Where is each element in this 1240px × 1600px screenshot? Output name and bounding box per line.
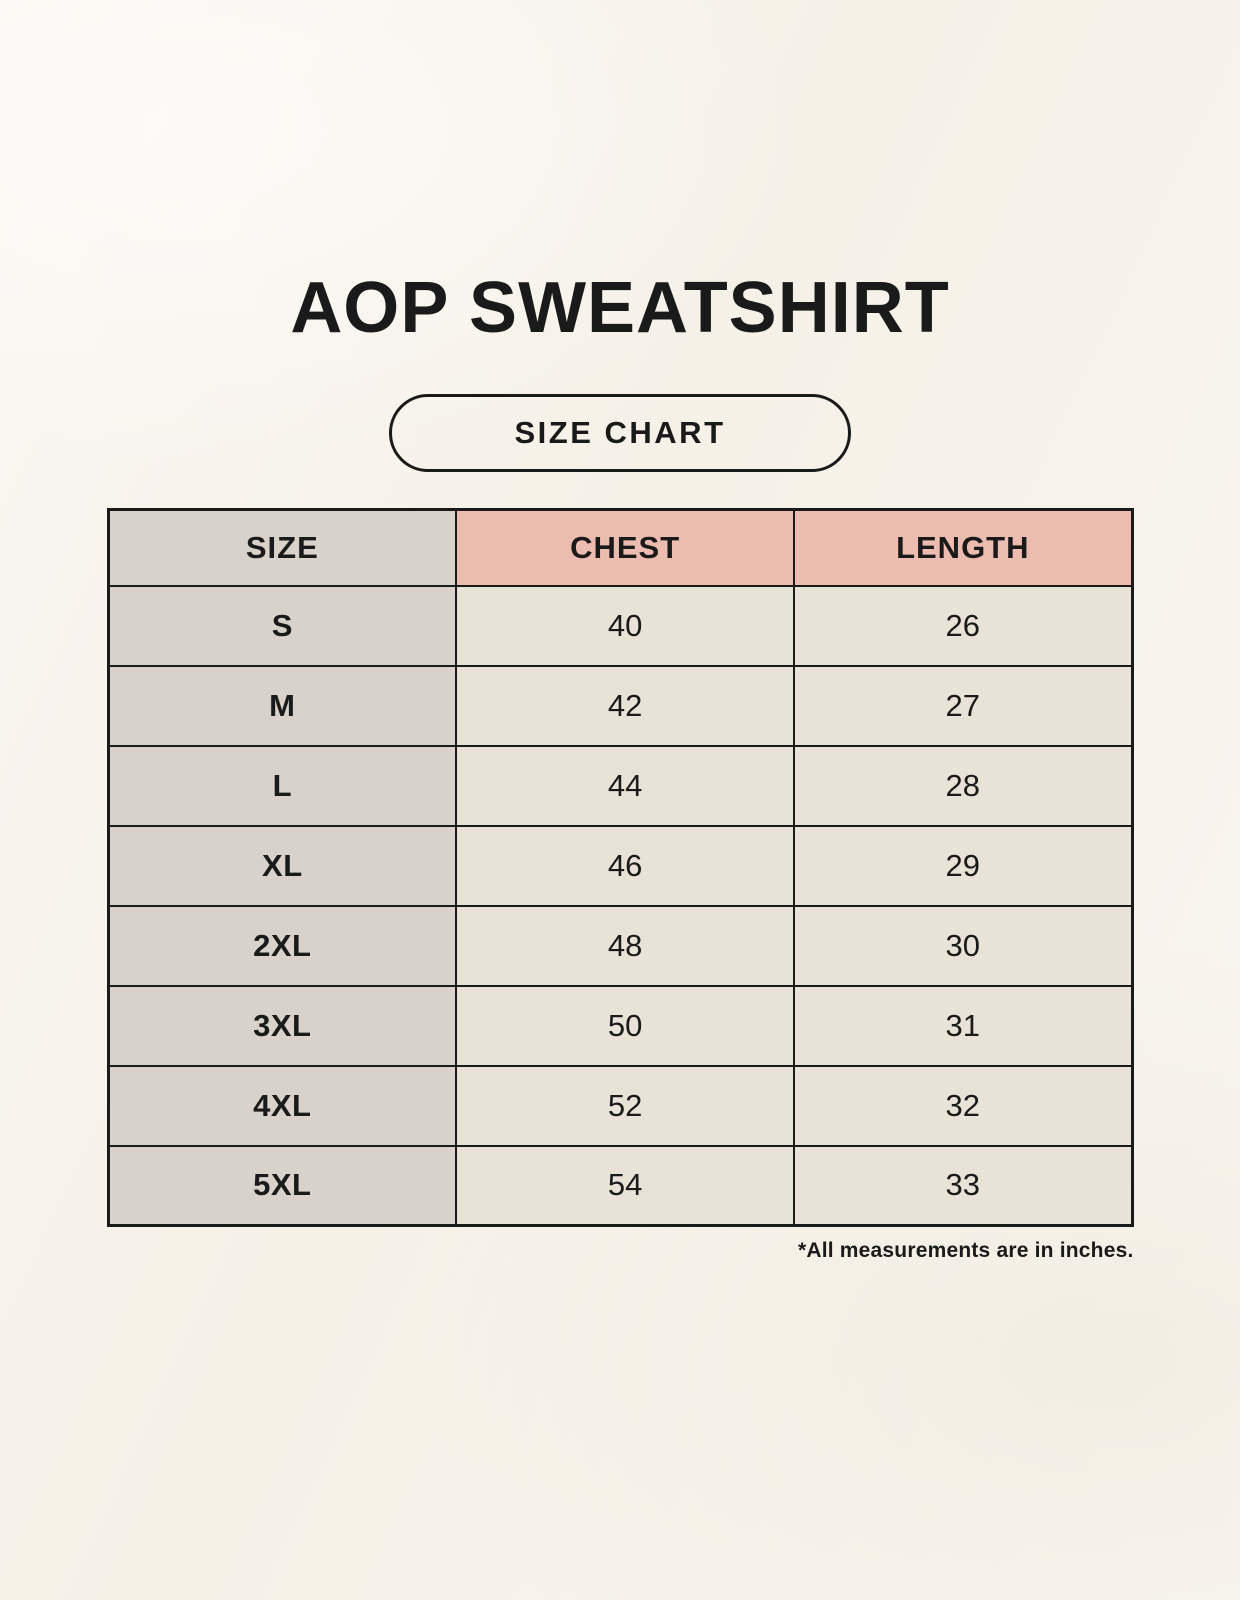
column-header-length: LENGTH bbox=[793, 508, 1133, 587]
size-chart-badge: SIZE CHART bbox=[389, 394, 851, 472]
column-header-chest: CHEST bbox=[455, 508, 796, 587]
table-row: 5XL 54 33 bbox=[106, 1144, 1133, 1227]
size-chart-badge-label: SIZE CHART bbox=[514, 415, 726, 450]
length-cell: 32 bbox=[793, 1064, 1133, 1147]
product-title: AOP SWEATSHIRT bbox=[290, 268, 950, 348]
size-cell: L bbox=[106, 744, 458, 827]
size-cell: 2XL bbox=[106, 904, 458, 987]
table-row: L 44 28 bbox=[106, 744, 1133, 827]
chest-cell: 52 bbox=[455, 1064, 796, 1147]
measurements-footnote: *All measurements are in inches. bbox=[797, 1239, 1134, 1262]
chest-cell: 50 bbox=[455, 984, 796, 1067]
size-cell: XL bbox=[106, 824, 458, 907]
chest-cell: 42 bbox=[455, 664, 796, 747]
table-row: 2XL 48 30 bbox=[106, 904, 1133, 987]
length-cell: 26 bbox=[793, 584, 1133, 667]
length-cell: 30 bbox=[793, 904, 1133, 987]
table-row: S 40 26 bbox=[106, 584, 1133, 667]
length-cell: 28 bbox=[793, 744, 1133, 827]
size-cell: M bbox=[106, 664, 458, 747]
size-cell: 4XL bbox=[106, 1064, 458, 1147]
size-cell: S bbox=[106, 584, 458, 667]
length-cell: 29 bbox=[793, 824, 1133, 907]
length-cell: 27 bbox=[793, 664, 1133, 747]
length-cell: 31 bbox=[793, 984, 1133, 1067]
chest-cell: 40 bbox=[455, 584, 796, 667]
chest-cell: 44 bbox=[455, 744, 796, 827]
table-row: XL 46 29 bbox=[106, 824, 1133, 907]
column-header-size: SIZE bbox=[106, 508, 458, 587]
size-table-header: SIZE CHEST LENGTH bbox=[106, 508, 1133, 587]
length-cell: 33 bbox=[793, 1144, 1133, 1227]
table-row: 3XL 50 31 bbox=[106, 984, 1133, 1067]
chest-cell: 54 bbox=[455, 1144, 796, 1227]
size-cell: 3XL bbox=[106, 984, 458, 1067]
size-table: SIZE CHEST LENGTH S 40 26 M 42 27 L 44 28 XL 46 29 2… bbox=[106, 508, 1134, 1227]
header-row: SIZE CHEST LENGTH bbox=[106, 508, 1133, 587]
size-table-body: S 40 26 M 42 27 L 44 28 XL 46 29 2XL 48 30 3XL 50 31 4XL 52… bbox=[106, 584, 1133, 1227]
size-cell: 5XL bbox=[106, 1144, 458, 1227]
table-row: 4XL 52 32 bbox=[106, 1064, 1133, 1147]
chest-cell: 48 bbox=[455, 904, 796, 987]
chest-cell: 46 bbox=[455, 824, 796, 907]
table-row: M 42 27 bbox=[106, 664, 1133, 747]
